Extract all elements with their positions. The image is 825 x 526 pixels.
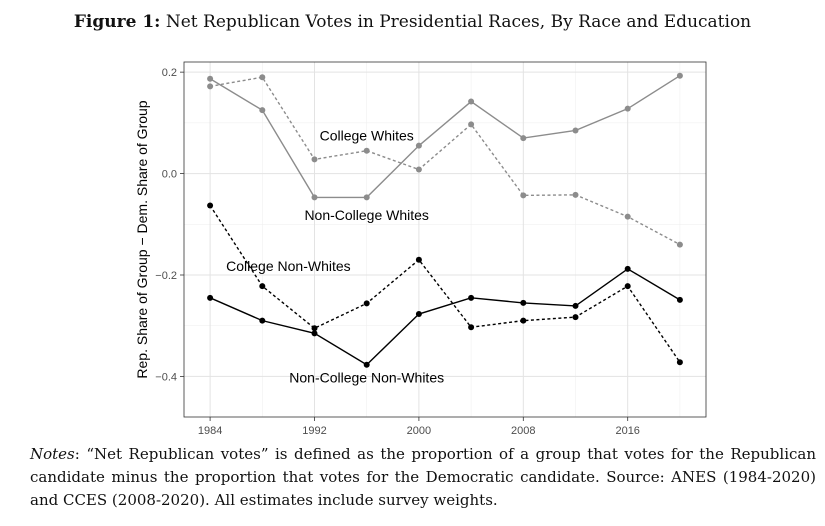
figure-caption: Figure 1: Net Republican Votes in Presid… bbox=[0, 12, 825, 32]
data-point bbox=[415, 256, 422, 263]
y-axis-label: Rep. Share of Group − Dem. Share of Grou… bbox=[134, 100, 150, 378]
figure-label: Figure 1: bbox=[73, 12, 161, 32]
series-label: Non-College Non-Whites bbox=[289, 369, 444, 385]
data-point bbox=[363, 361, 370, 368]
data-point bbox=[676, 72, 683, 79]
figure-title: Net Republican Votes in Presidential Rac… bbox=[165, 12, 752, 32]
y-tick-label: 0.0 bbox=[162, 169, 177, 181]
data-point bbox=[520, 317, 527, 324]
data-point bbox=[259, 74, 266, 81]
data-point bbox=[676, 296, 683, 303]
data-point bbox=[415, 166, 422, 173]
data-point bbox=[468, 324, 475, 331]
series-label: College Non-Whites bbox=[226, 258, 351, 274]
notes-text: : “Net Republican votes” is defined as t… bbox=[30, 445, 816, 509]
data-point bbox=[624, 265, 631, 272]
data-point bbox=[311, 194, 318, 201]
series-line bbox=[209, 76, 681, 246]
series-1 bbox=[207, 72, 683, 201]
data-point bbox=[363, 194, 370, 201]
y-tick-label: 0.2 bbox=[162, 67, 177, 79]
x-tick-label: 2016 bbox=[615, 425, 639, 437]
y-tick-label: −0.2 bbox=[155, 270, 177, 282]
data-point bbox=[415, 311, 422, 318]
data-point bbox=[572, 127, 579, 134]
data-point bbox=[207, 83, 214, 90]
data-point bbox=[468, 98, 475, 105]
line-chart: 1984 1992 2000 2008 2016 0.2 0.0 −0.2 −0.4 Colle… bbox=[134, 61, 707, 437]
data-point bbox=[624, 213, 631, 220]
data-point bbox=[676, 241, 683, 248]
x-tick-label: 2000 bbox=[407, 425, 431, 437]
data-point bbox=[415, 142, 422, 149]
data-point bbox=[363, 147, 370, 154]
series-line bbox=[209, 75, 681, 199]
x-tick-label: 2008 bbox=[511, 425, 535, 437]
data-point bbox=[259, 283, 266, 290]
y-tick-label: −0.4 bbox=[155, 371, 177, 383]
series-2 bbox=[207, 202, 683, 366]
data-point bbox=[624, 283, 631, 290]
grid bbox=[184, 62, 706, 417]
x-tick-label: 1984 bbox=[198, 425, 222, 437]
series-0 bbox=[207, 74, 683, 248]
data-point bbox=[572, 314, 579, 321]
series-label: College Whites bbox=[320, 128, 414, 144]
series-label: Non-College Whites bbox=[304, 207, 429, 223]
data-point bbox=[572, 302, 579, 309]
x-tick-label: 1992 bbox=[302, 425, 326, 437]
data-point bbox=[311, 156, 318, 163]
data-point bbox=[311, 325, 318, 332]
data-point bbox=[259, 107, 266, 114]
data-point bbox=[624, 105, 631, 112]
data-point bbox=[468, 294, 475, 301]
data-point bbox=[207, 75, 214, 82]
series-3 bbox=[207, 265, 683, 368]
data-point bbox=[468, 121, 475, 128]
data-point bbox=[676, 359, 683, 366]
data-point bbox=[572, 191, 579, 198]
axes: 1984 1992 2000 2008 2016 0.2 0.0 −0.2 −0.4 bbox=[155, 67, 640, 437]
data-point bbox=[520, 135, 527, 142]
notes-label: Notes bbox=[30, 445, 75, 463]
series-labels: College Whites Non-College Whites College … bbox=[226, 128, 444, 386]
plot-panel-border bbox=[183, 61, 707, 418]
data-point bbox=[207, 202, 214, 209]
series-line bbox=[209, 205, 681, 363]
series bbox=[207, 72, 683, 368]
data-point bbox=[363, 300, 370, 307]
data-point bbox=[207, 294, 214, 301]
data-point bbox=[520, 192, 527, 199]
data-point bbox=[520, 299, 527, 306]
data-point bbox=[311, 330, 318, 337]
series-line bbox=[209, 268, 681, 366]
data-point bbox=[259, 317, 266, 324]
figure-notes: Notes: “Net Republican votes” is defined… bbox=[30, 443, 816, 512]
